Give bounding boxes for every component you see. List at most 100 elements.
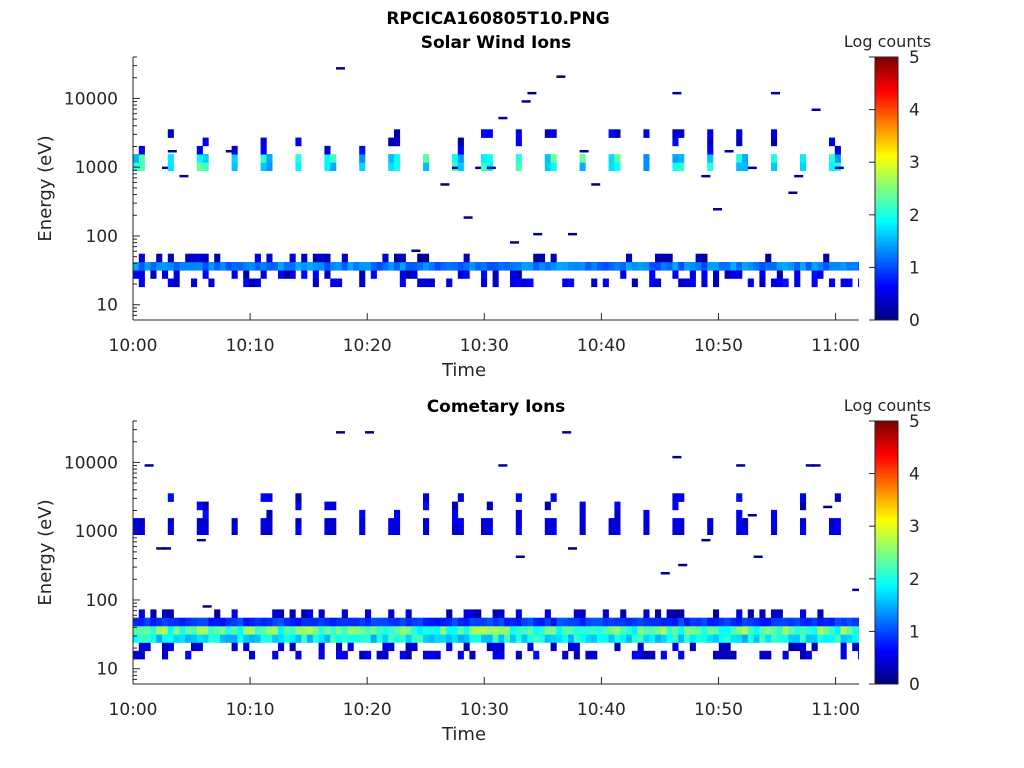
heatmap-cell bbox=[701, 278, 708, 288]
colorbar-segment bbox=[875, 641, 898, 645]
heatmap-cell bbox=[359, 270, 366, 279]
colorbar-segment bbox=[875, 201, 898, 205]
colorbar-segment bbox=[875, 154, 898, 158]
colorbar-segment bbox=[875, 589, 898, 593]
colorbar-segment bbox=[875, 673, 898, 677]
heatmap-cell bbox=[539, 253, 546, 263]
heatmap-cell bbox=[423, 501, 430, 511]
colorbar-tick-label: 0 bbox=[909, 675, 920, 695]
heatmap-cell bbox=[515, 518, 522, 527]
heatmap-cell bbox=[173, 634, 180, 643]
heatmap-cell bbox=[283, 634, 290, 643]
heatmap-cell bbox=[771, 262, 778, 271]
heatmap-cell bbox=[840, 626, 847, 635]
y-tick-label: 1000 bbox=[75, 158, 118, 178]
y-axis-label: Energy (eV) bbox=[35, 499, 56, 605]
colorbar-segment bbox=[875, 536, 898, 540]
heatmap-cell bbox=[144, 464, 154, 467]
heatmap-cell bbox=[295, 634, 302, 643]
heatmap-cell bbox=[602, 262, 609, 271]
heatmap-cell bbox=[179, 626, 186, 635]
heatmap-cell bbox=[336, 431, 345, 434]
colorbar-segment bbox=[875, 248, 898, 253]
heatmap-cell bbox=[440, 634, 447, 643]
heatmap-cell bbox=[394, 509, 401, 519]
heatmap-cell bbox=[800, 262, 807, 271]
heatmap-cell bbox=[707, 262, 714, 271]
heatmap-cell bbox=[196, 526, 203, 535]
heatmap-cell bbox=[388, 526, 395, 535]
heatmap-cell bbox=[556, 634, 563, 643]
heatmap-cell bbox=[527, 642, 534, 652]
colorbar-segment bbox=[875, 243, 898, 247]
heatmap-cell bbox=[562, 431, 572, 434]
heatmap-cell bbox=[695, 634, 702, 643]
colorbar-segment bbox=[875, 156, 898, 160]
colorbar-segment bbox=[875, 291, 898, 295]
heatmap-cell bbox=[382, 650, 389, 660]
heatmap-cell bbox=[579, 634, 586, 643]
heatmap-cell bbox=[394, 617, 401, 627]
heatmap-cell bbox=[707, 518, 714, 527]
colorbar-segment bbox=[875, 209, 898, 213]
colorbar-tick-label: 3 bbox=[909, 153, 920, 173]
heatmap-cell bbox=[550, 526, 557, 535]
heatmap-cell bbox=[312, 278, 319, 288]
heatmap-cell bbox=[301, 253, 308, 263]
heatmap-cell bbox=[614, 626, 621, 635]
colorbar-label: Log counts bbox=[844, 396, 931, 415]
x-tick-label: 10:50 bbox=[694, 700, 743, 720]
heatmap-cell bbox=[330, 518, 337, 527]
heatmap-cell bbox=[295, 518, 302, 527]
heatmap-cell bbox=[167, 493, 174, 502]
heatmap-cell bbox=[771, 526, 778, 535]
heatmap-cell bbox=[707, 129, 714, 138]
heatmap-cell bbox=[191, 617, 198, 627]
colorbar-segment bbox=[875, 576, 898, 580]
heatmap-cell bbox=[643, 154, 650, 163]
heatmap-cell bbox=[167, 253, 174, 263]
heatmap-cell bbox=[840, 262, 847, 271]
heatmap-cell bbox=[405, 634, 412, 643]
heatmap-cell bbox=[243, 617, 250, 627]
heatmap-cell bbox=[550, 518, 557, 527]
colorbar-segment bbox=[875, 67, 898, 71]
heatmap-cell bbox=[266, 626, 273, 635]
heatmap-cell bbox=[800, 518, 807, 527]
heatmap-cell bbox=[771, 129, 778, 138]
colorbar-segment bbox=[875, 547, 898, 551]
colorbar-segment bbox=[875, 481, 898, 485]
colorbar-segment bbox=[875, 222, 898, 226]
colorbar-segment bbox=[875, 670, 898, 674]
colorbar-segment bbox=[875, 235, 898, 239]
colorbar-segment bbox=[875, 246, 898, 250]
colorbar-segment bbox=[875, 125, 898, 129]
heatmap-cell bbox=[376, 262, 383, 271]
colorbar-segment bbox=[875, 428, 898, 432]
heatmap-cell bbox=[515, 609, 522, 618]
heatmap-cell bbox=[295, 650, 302, 660]
heatmap-cell bbox=[724, 150, 734, 153]
colorbar-segment bbox=[875, 623, 898, 627]
heatmap-cell bbox=[144, 617, 151, 627]
heatmap-cell bbox=[138, 270, 145, 279]
heatmap-cell bbox=[852, 617, 859, 627]
heatmap-cell bbox=[713, 208, 722, 211]
heatmap-cell bbox=[614, 154, 621, 163]
colorbar-segment bbox=[875, 220, 898, 224]
heatmap-cell bbox=[742, 634, 749, 643]
heatmap-cell bbox=[486, 526, 493, 535]
heatmap-cell bbox=[295, 626, 302, 635]
heatmap-cell bbox=[515, 626, 522, 635]
heatmap-cell bbox=[231, 642, 238, 652]
heatmap-cell bbox=[376, 634, 383, 643]
heatmap-cell bbox=[811, 626, 818, 635]
heatmap-cell bbox=[771, 509, 778, 519]
heatmap-cell bbox=[672, 455, 682, 459]
colorbar-tick-label: 4 bbox=[909, 101, 920, 121]
heatmap-cell bbox=[463, 609, 470, 618]
heatmap-cell bbox=[196, 253, 203, 263]
heatmap-cell bbox=[318, 609, 325, 618]
heatmap-cell bbox=[805, 634, 812, 643]
heatmap-cell bbox=[452, 501, 459, 511]
